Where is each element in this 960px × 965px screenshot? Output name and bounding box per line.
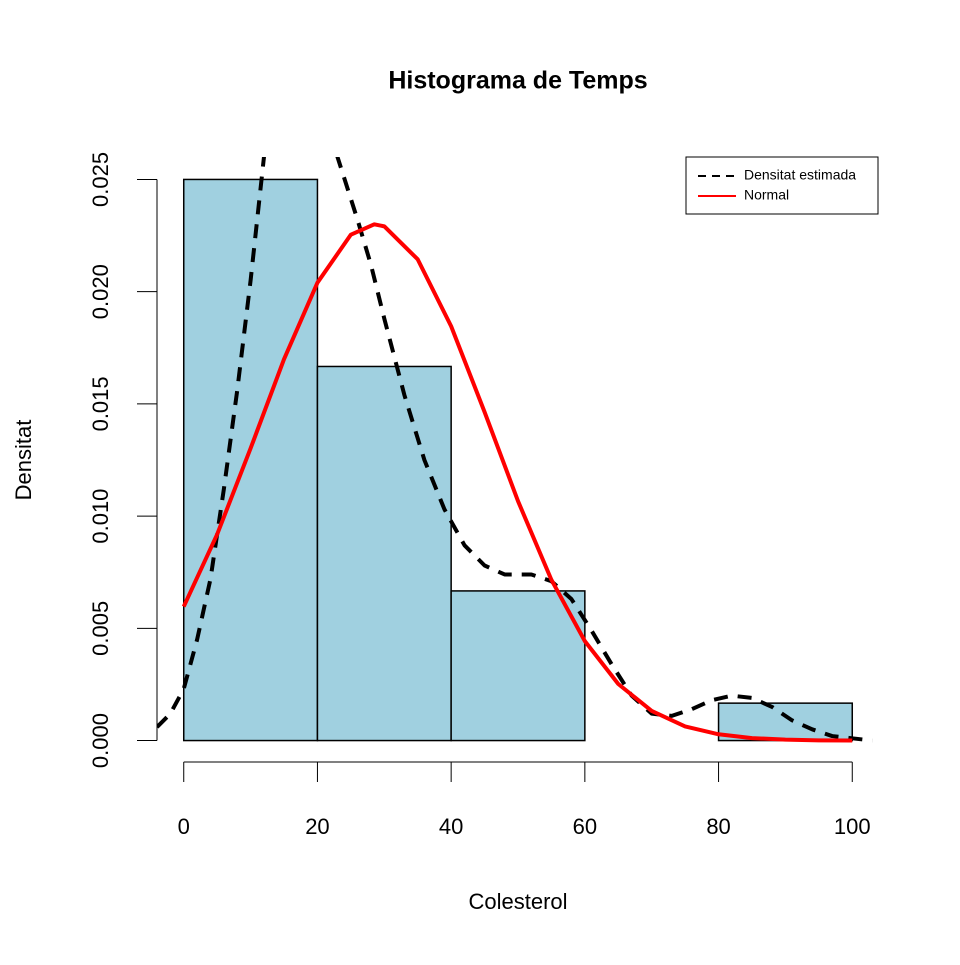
chart-title: Histograma de Temps — [388, 67, 647, 95]
legend-box — [685, 156, 879, 215]
lines — [157, 157, 873, 743]
bar — [316, 365, 452, 742]
x-axis-label: Colesterol — [468, 889, 567, 914]
legend-label: Densitat estimada — [744, 167, 856, 183]
x-tick-label: 60 — [573, 814, 597, 839]
x-tick-label: 20 — [305, 814, 329, 839]
x-tick-label: 100 — [834, 814, 871, 839]
y-tick-label: 0.010 — [88, 489, 113, 544]
x-tick-label: 0 — [178, 814, 190, 839]
bar — [450, 590, 586, 742]
y-tick-label: 0.025 — [88, 152, 113, 207]
y-tick-label: 0.020 — [88, 264, 113, 319]
x-tick-label: 40 — [439, 814, 463, 839]
density-line — [181, 222, 853, 743]
y-tick-label: 0.005 — [88, 601, 113, 656]
y-tick-label: 0.000 — [88, 713, 113, 768]
density-line — [157, 157, 873, 743]
y-tick-label: 0.015 — [88, 376, 113, 431]
legend-label: Normal — [744, 187, 789, 203]
y-axis-label: Densitat — [11, 420, 36, 501]
x-tick-label: 80 — [706, 814, 730, 839]
bar — [182, 178, 319, 742]
